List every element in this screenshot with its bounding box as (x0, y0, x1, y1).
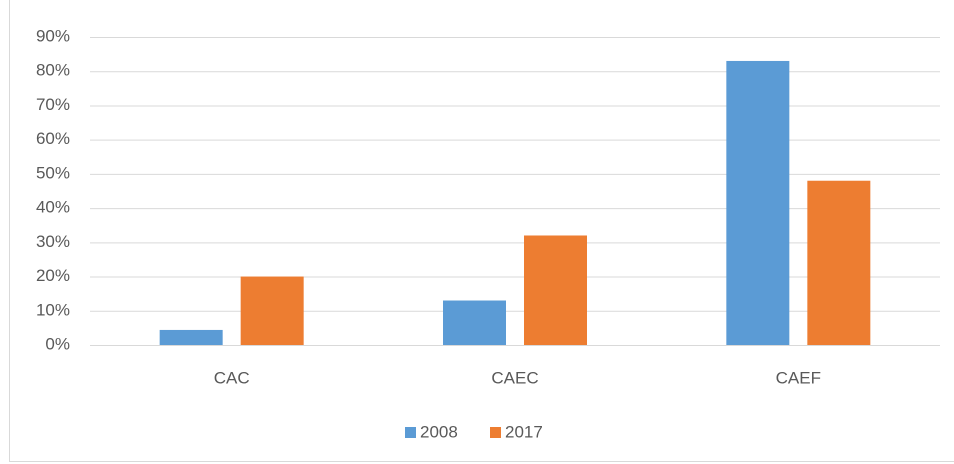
y-tick-label: 0% (45, 334, 70, 353)
x-tick-label: CAEF (776, 368, 821, 387)
bar (443, 300, 506, 345)
legend-swatch (405, 427, 416, 438)
y-tick-label: 10% (36, 300, 70, 319)
y-tick-label: 90% (36, 26, 70, 45)
y-tick-label: 20% (36, 266, 70, 285)
y-tick-label: 70% (36, 95, 70, 114)
x-tick-label: CAEC (491, 368, 538, 387)
bar (159, 329, 223, 345)
x-tick-label: CAC (214, 368, 250, 387)
legend-label: 2008 (420, 422, 458, 441)
chart-frame (9, 0, 954, 462)
y-tick-label: 30% (36, 232, 70, 251)
bar (726, 60, 790, 345)
bar (240, 276, 304, 345)
y-tick-label: 80% (36, 61, 70, 80)
bar (807, 180, 871, 345)
y-tick-label: 60% (36, 129, 70, 148)
y-tick-label: 50% (36, 163, 70, 182)
bar (524, 235, 587, 345)
legend-label: 2017 (505, 422, 543, 441)
y-tick-label: 40% (36, 198, 70, 217)
legend-swatch (490, 427, 501, 438)
